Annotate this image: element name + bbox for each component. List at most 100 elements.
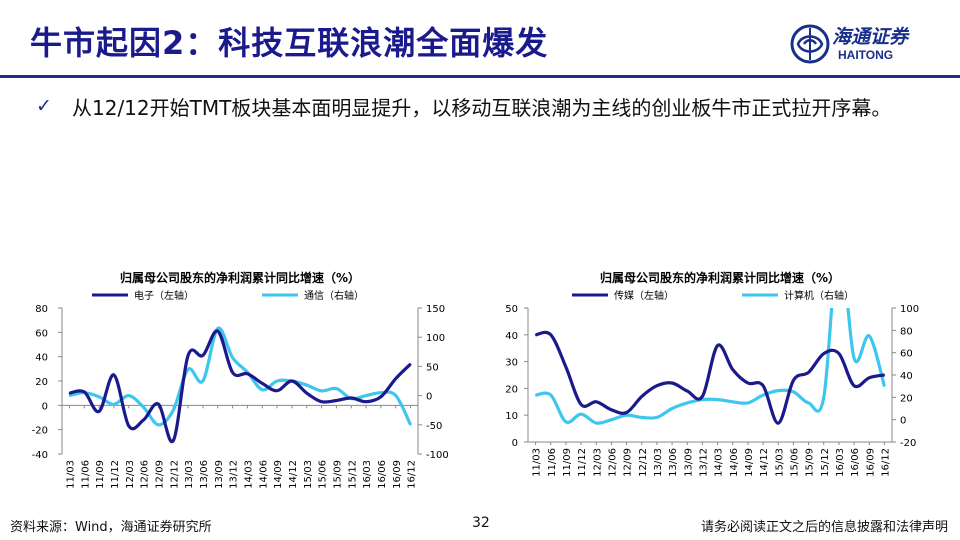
data-point [641,395,643,398]
x-tick-label: 12/09 [154,460,165,489]
x-tick-label: 12/06 [140,460,151,489]
data-point [202,380,204,382]
y-tick-label-left: 0 [512,438,518,449]
chart-title: 归属母公司股东的净利润累计同比增速（%） [120,270,360,285]
data-point [68,392,71,394]
y-tick-label-right: 0 [426,392,432,403]
data-point [747,382,749,384]
chart-media-computer: 归属母公司股东的净利润累计同比增速（%） 传媒（左轴） 计算机（右轴） 0 10 20 30… [480,262,960,502]
data-point [172,439,175,442]
x-tick-label: 13/09 [683,448,694,477]
data-point [380,391,382,394]
data-point [365,394,367,397]
x-tick-label: 16/03 [362,460,373,489]
data-point [747,402,749,404]
x-tick-label: 14/09 [273,460,284,489]
chart-media-computer-svg: 归属母公司股东的净利润累计同比增速（%） 传媒（左轴） 计算机（右轴） 0 10 20 30… [505,270,919,477]
y-tick-label-right: 150 [426,304,445,315]
data-point [625,414,628,416]
data-point [868,335,871,337]
data-point [246,372,249,375]
data-point [217,330,219,332]
y-tick-label-left: 80 [35,304,48,315]
logo-name-en: HAITONG [838,48,894,62]
x-tick-label: 14/06 [729,448,740,477]
y-tick-label-right: 80 [900,326,913,337]
x-tick-label: 16/09 [865,448,876,477]
data-point [610,418,613,421]
data-point [656,384,658,387]
data-point [807,371,810,374]
data-point [142,419,145,421]
data-point [641,416,643,419]
x-tick-label: 11/12 [110,460,121,489]
haitong-emblem-icon [790,24,830,64]
data-point [113,403,115,406]
data-point [68,394,71,397]
x-tick-label: 11/09 [562,448,573,477]
data-point [261,389,264,391]
x-tick-label: 11/06 [547,448,558,477]
data-point [550,394,552,396]
data-point [202,354,204,357]
y-tick-label-left: 20 [35,377,48,388]
x-tick-label: 15/12 [347,460,358,489]
x-tick-label: 16/03 [835,448,846,477]
data-point [276,389,278,392]
data-point [762,394,764,396]
data-point [595,422,598,424]
legend-label: 电子（左轴） [134,289,194,302]
data-point [883,374,886,376]
data-point [777,422,780,424]
x-tick-label: 15/09 [332,460,343,489]
x-tick-label: 13/06 [199,460,210,489]
data-point [409,363,412,365]
y-tick-label-right: 100 [426,333,445,344]
data-point [409,424,412,426]
x-tick-label: 14/12 [759,448,770,477]
data-point [777,389,780,392]
x-tick-label: 11/06 [80,460,91,489]
data-point [128,394,130,397]
data-point [395,394,397,397]
chart-electronics-telecom: 归属母公司股东的净利润累计同比增速（%） 电子（左轴） 通信（右轴） -40 -20 0 2… [0,262,480,502]
y-tick-label-left: 60 [35,328,48,339]
data-point [365,400,367,403]
data-point [291,380,293,382]
data-point [792,379,795,382]
data-point [595,401,598,403]
data-point [142,406,145,409]
x-tick-label: 13/03 [653,448,664,477]
x-tick-label: 16/06 [377,460,388,489]
data-point [320,400,323,403]
logo-name-cn: 海通证券 [832,26,909,48]
legend-label: 计算机（右轴） [784,289,854,302]
series-line [69,329,412,444]
data-point [276,380,278,382]
x-tick-label: 12/06 [607,448,618,477]
y-tick-label-left: 0 [42,401,48,412]
y-tick-label-right: 20 [900,393,913,404]
data-point [306,392,308,394]
data-point [610,409,613,411]
x-tick-label: 15/03 [303,460,314,489]
data-point [157,424,160,426]
data-point [83,391,86,393]
x-tick-label: 15/06 [789,448,800,477]
data-point [550,334,552,336]
data-point [335,387,338,390]
y-tick-label-right: 100 [900,304,919,315]
series-line [535,308,886,425]
data-point [157,403,160,405]
legend-label: 传媒（左轴） [614,289,674,302]
data-point [580,413,582,415]
x-tick-label: 16/12 [880,448,891,477]
data-point [231,356,234,359]
source-note: 资料来源：Wind，海通证券研究所 [10,520,212,535]
data-point [380,396,382,398]
data-point [823,396,825,399]
title-divider [0,75,960,78]
chart-title: 归属母公司股东的净利润累计同比增速（%） [600,270,840,285]
data-point [350,397,353,399]
data-point [187,368,189,371]
